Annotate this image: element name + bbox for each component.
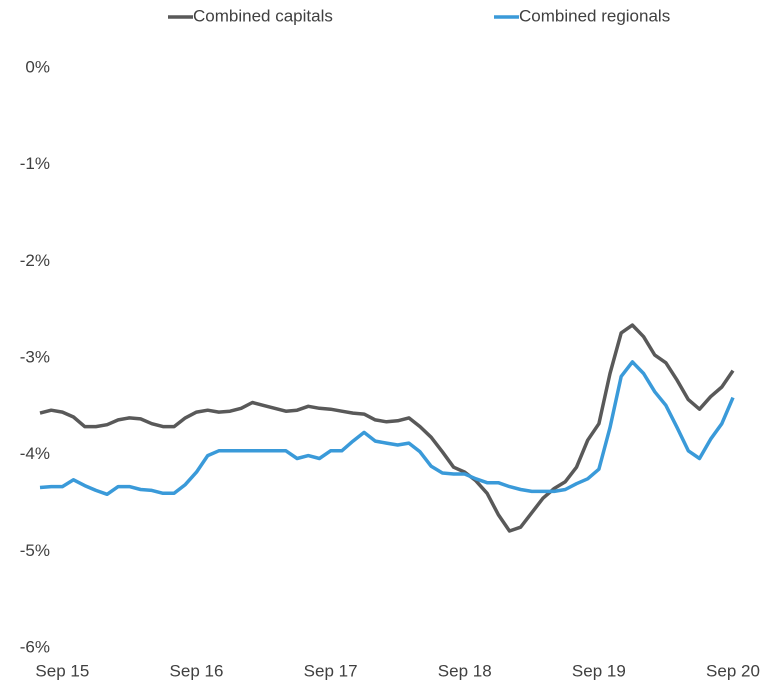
y-tick-label: -5% bbox=[20, 541, 50, 560]
legend-label: Combined regionals bbox=[519, 6, 670, 25]
y-tick-label: -2% bbox=[20, 251, 50, 270]
y-tick-label: -1% bbox=[20, 154, 50, 173]
x-tick-label: Sep 18 bbox=[438, 661, 492, 680]
x-tick-label: Sep 20 bbox=[706, 661, 760, 680]
y-tick-label: -3% bbox=[20, 347, 50, 366]
y-tick-label: -6% bbox=[20, 637, 50, 656]
x-tick-label: Sep 15 bbox=[35, 661, 89, 680]
x-tick-label: Sep 19 bbox=[572, 661, 626, 680]
legend-label: Combined capitals bbox=[193, 6, 333, 25]
series-line bbox=[39, 360, 735, 497]
x-tick-label: Sep 16 bbox=[170, 661, 224, 680]
x-tick-label: Sep 17 bbox=[304, 661, 358, 680]
y-tick-label: -4% bbox=[20, 444, 50, 463]
y-tick-label: 0% bbox=[25, 57, 50, 76]
series-line bbox=[39, 323, 735, 533]
